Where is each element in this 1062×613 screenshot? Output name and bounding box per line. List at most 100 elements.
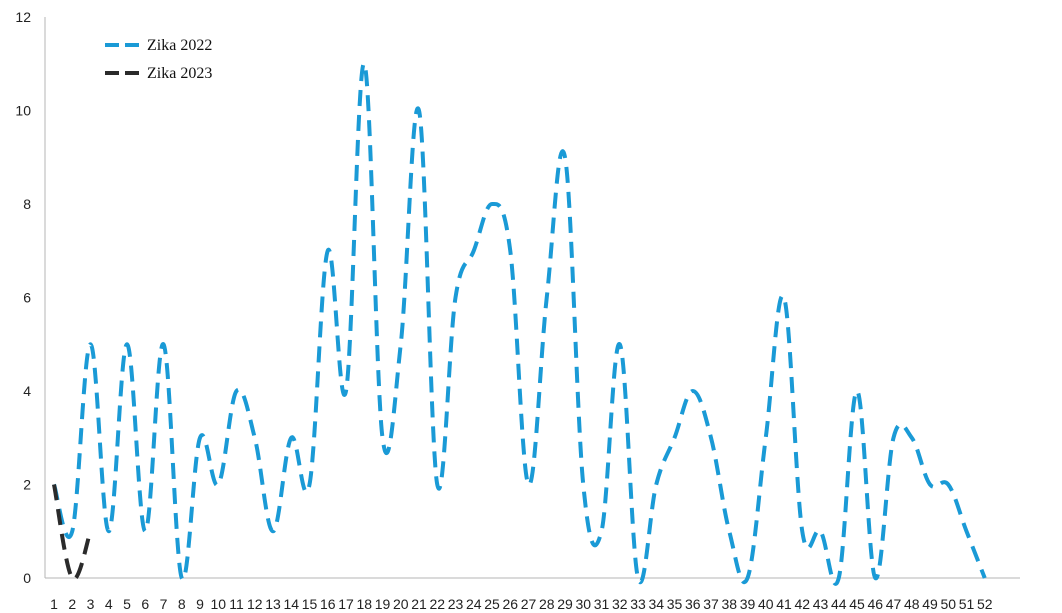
data-point	[271, 529, 275, 533]
y-tick-labels: 0 2 4 6 8 10 12	[15, 9, 31, 586]
x-tick-label: 38	[721, 596, 737, 612]
x-tick-label: 40	[758, 596, 774, 612]
x-tick-label: 1	[50, 596, 58, 612]
data-point	[289, 436, 293, 440]
data-point	[344, 389, 348, 393]
y-tick-label: 10	[15, 103, 31, 119]
x-tick-label: 29	[557, 596, 573, 612]
data-point	[946, 483, 950, 487]
x-tick-label: 21	[411, 596, 427, 612]
data-point	[983, 576, 987, 580]
data-point	[600, 529, 604, 533]
x-tick-label: 2	[68, 596, 76, 612]
x-tick-label: 18	[356, 596, 372, 612]
x-tick-label: 41	[776, 596, 792, 612]
x-tick-label: 11	[229, 596, 244, 612]
x-tick-label: 39	[740, 596, 756, 612]
x-tick-label: 20	[393, 596, 409, 612]
series-line-zika-2022	[52, 61, 987, 586]
data-point	[673, 436, 677, 440]
data-point	[454, 296, 458, 300]
data-point	[326, 249, 330, 253]
x-tick-label: 14	[283, 596, 299, 612]
x-tick-label: 25	[484, 596, 500, 612]
data-point	[892, 436, 896, 440]
x-tick-label: 5	[123, 596, 131, 612]
data-point	[873, 576, 877, 580]
data-point	[125, 342, 129, 346]
x-tick-label: 33	[630, 596, 646, 612]
x-tick-label: 7	[160, 596, 168, 612]
x-tick-label: 36	[685, 596, 701, 612]
data-point	[527, 483, 531, 487]
x-tick-label: 13	[265, 596, 281, 612]
data-point	[417, 109, 421, 113]
x-tick-label: 12	[247, 596, 263, 612]
data-point	[253, 436, 257, 440]
data-point	[727, 529, 731, 533]
data-point	[308, 483, 312, 487]
data-point	[399, 342, 403, 346]
data-point	[435, 483, 439, 487]
series-line-zika-2023	[52, 484, 93, 581]
data-point	[910, 436, 914, 440]
x-tick-label: 15	[302, 596, 318, 612]
x-tick-label: 3	[87, 596, 95, 612]
x-tick-label: 16	[320, 596, 336, 612]
x-tick-label: 34	[648, 596, 664, 612]
x-tick-label: 35	[667, 596, 683, 612]
data-point	[89, 342, 93, 346]
data-point	[618, 342, 622, 346]
x-tick-label: 8	[178, 596, 186, 612]
data-point	[143, 529, 147, 533]
y-tick-label: 0	[23, 570, 31, 586]
data-point	[52, 483, 56, 487]
y-tick-label: 8	[23, 196, 31, 212]
y-tick-label: 4	[23, 383, 31, 399]
data-point	[472, 249, 476, 253]
x-tick-label: 52	[977, 596, 993, 612]
data-point	[764, 436, 768, 440]
data-point	[70, 576, 74, 580]
x-tick-label: 46	[867, 596, 883, 612]
data-point	[162, 342, 166, 346]
x-tick-label: 23	[448, 596, 464, 612]
x-tick-label: 32	[612, 596, 628, 612]
y-tick-label: 2	[23, 477, 31, 493]
x-tick-label: 50	[940, 596, 956, 612]
x-tick-label: 30	[575, 596, 591, 612]
data-point	[855, 389, 859, 393]
x-tick-label: 28	[539, 596, 555, 612]
data-point	[70, 529, 74, 533]
x-tick-label: 48	[904, 596, 920, 612]
x-tick-label: 49	[922, 596, 938, 612]
legend-label: Zika 2023	[147, 65, 212, 82]
data-point	[691, 389, 695, 393]
x-tick-label: 10	[210, 596, 226, 612]
data-point	[928, 483, 932, 487]
legend: Zika 2022 Zika 2023	[105, 37, 212, 82]
x-tick-label: 42	[794, 596, 810, 612]
x-tick-label: 17	[338, 596, 354, 612]
series-lines	[52, 61, 987, 586]
x-tick-label: 24	[466, 596, 482, 612]
data-point	[216, 483, 220, 487]
data-point	[381, 436, 385, 440]
data-point	[107, 529, 111, 533]
data-point	[837, 576, 841, 580]
data-point	[709, 436, 713, 440]
x-tick-label: 26	[502, 596, 518, 612]
x-tick-label: 22	[429, 596, 445, 612]
legend-label: Zika 2022	[147, 37, 212, 54]
x-tick-label: 27	[521, 596, 537, 612]
data-point	[180, 576, 184, 580]
x-tick-label: 45	[849, 596, 865, 612]
x-tick-label: 44	[831, 596, 847, 612]
data-point	[362, 62, 366, 66]
data-point	[563, 155, 567, 159]
y-tick-label: 12	[15, 9, 31, 25]
x-tick-label: 6	[141, 596, 149, 612]
data-point	[654, 483, 658, 487]
data-point	[198, 436, 202, 440]
